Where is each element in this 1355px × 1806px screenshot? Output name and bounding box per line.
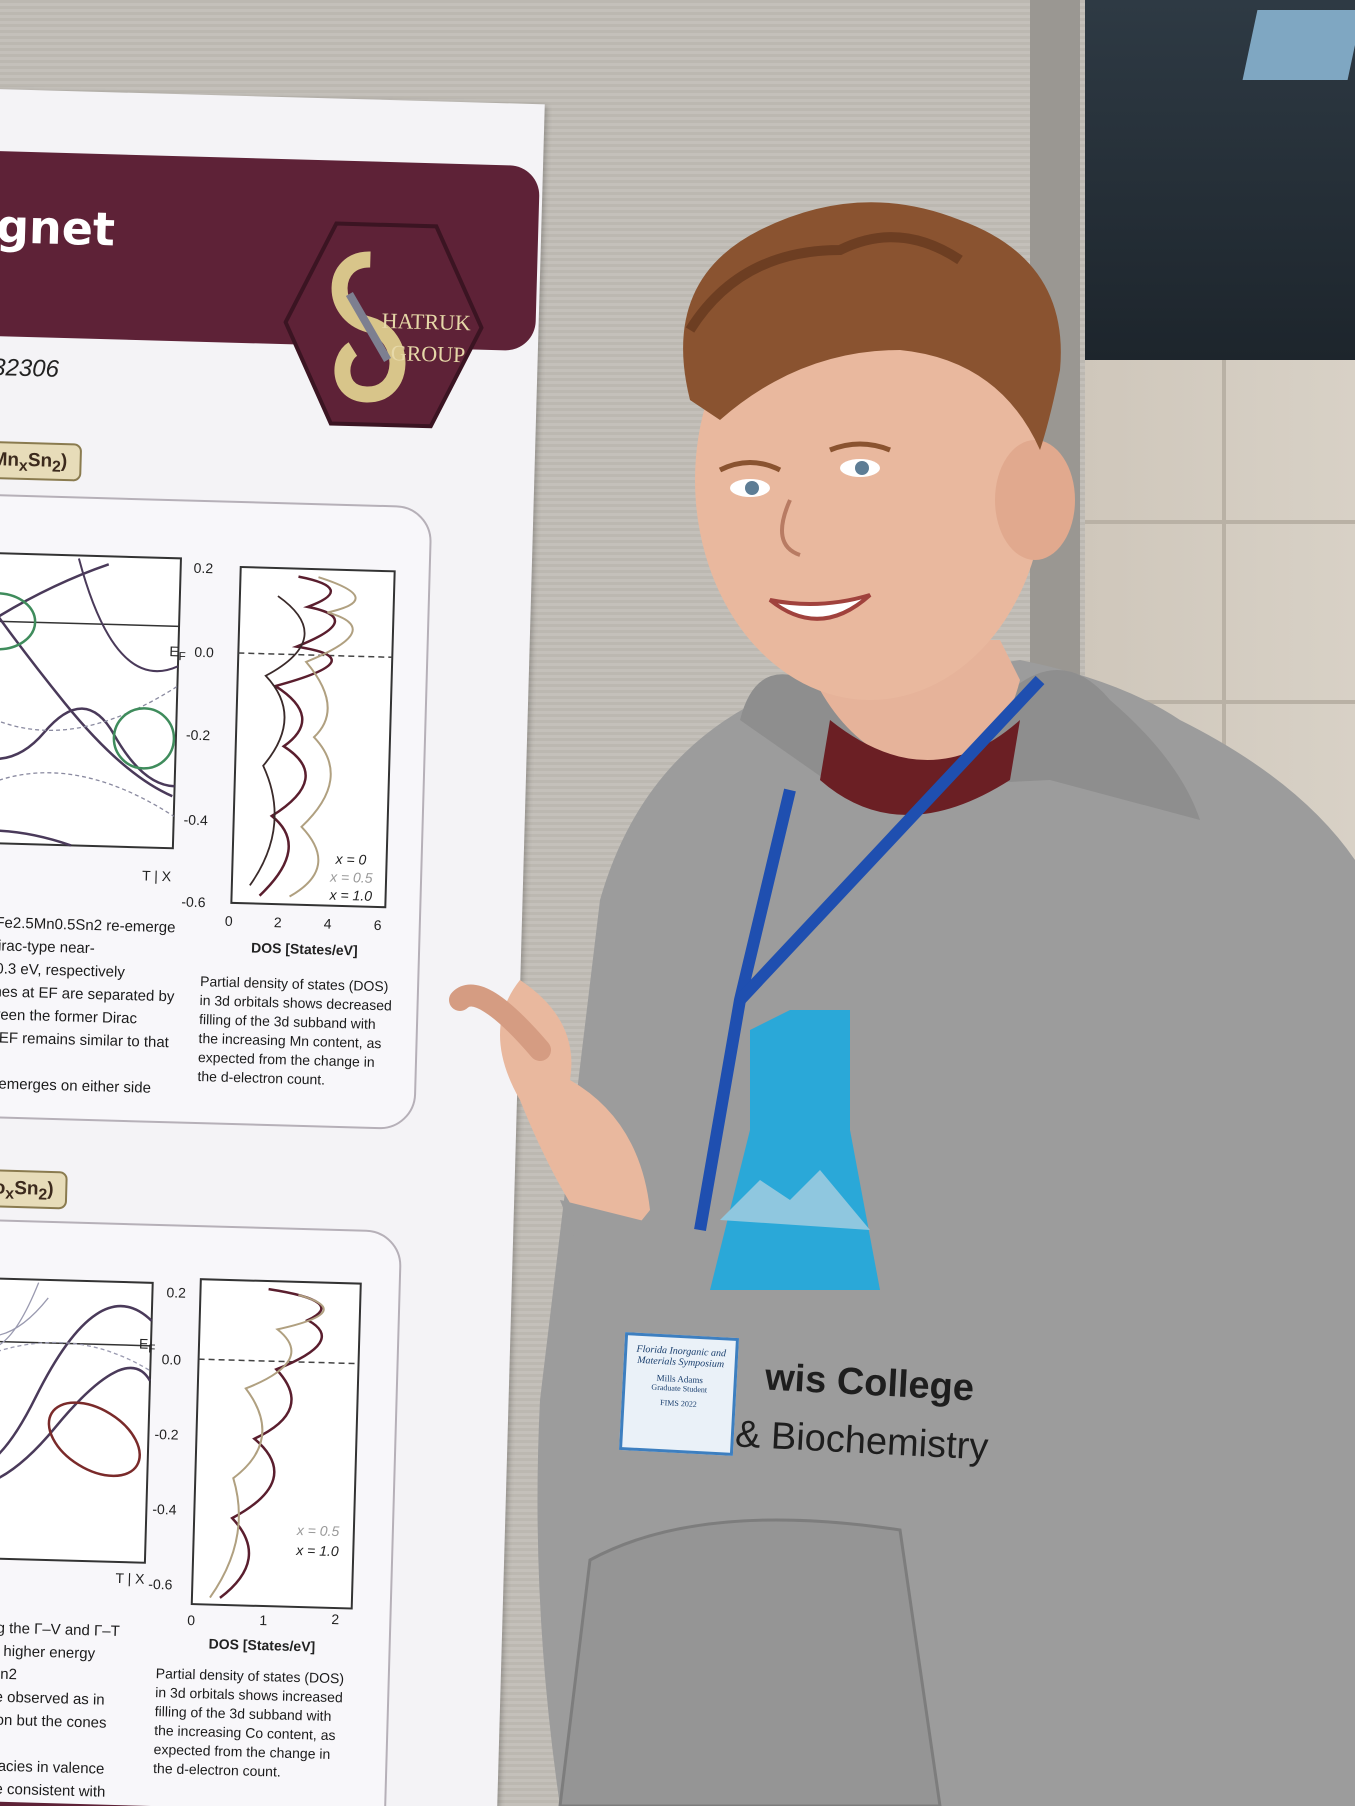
name-badge: Florida Inorganic and Materials Symposiu… — [618, 1332, 740, 1456]
logo-text-line2: GROUP — [390, 340, 465, 367]
section-tag-co: xCoxSn2) — [0, 1167, 69, 1210]
results-panel-mn: Γ T | X 0.2 0.0 EF -0.2 -0.4 -0.6 x = 0 … — [0, 492, 433, 1131]
section-tag-mn: MnxSn2) — [0, 439, 82, 482]
legend-x10: x = 1.0 — [296, 1541, 339, 1560]
y-tick: -0.6 — [148, 1575, 173, 1593]
x-axis-label: DOS [States/eV] — [250, 939, 358, 959]
poster-title-fragment: gnet — [0, 199, 116, 257]
ceiling-light — [1242, 10, 1355, 80]
dos-plot-co — [190, 1278, 362, 1610]
legend-x05: x = 0.5 — [296, 1521, 340, 1540]
person-figure — [449, 202, 1355, 1806]
x-tick: 1 — [259, 1611, 268, 1629]
y-tick: 0.2 — [193, 559, 214, 577]
band-structure-plot-mn — [0, 550, 182, 850]
x-tick: 4 — [323, 915, 332, 932]
results-panel-co: Γ T | X 0.2 0.0 EF -0.2 -0.4 -0.6 x = 0.… — [0, 1217, 403, 1806]
research-poster: gnet HATRUK GROUP 32306 MnxSn2) — [0, 88, 545, 1806]
y-tick: -0.2 — [185, 726, 211, 744]
x-axis-label: DOS [States/eV] — [208, 1635, 316, 1655]
band-label-tx: T | X — [141, 867, 172, 885]
band-label-tx: T | X — [115, 1569, 145, 1587]
band-structure-plot-co — [0, 1275, 154, 1564]
legend-x10: x = 1.0 — [329, 886, 373, 904]
y-tick: -0.4 — [152, 1500, 177, 1518]
y-tick: 0.2 — [166, 1284, 187, 1301]
y-tick: -0.2 — [154, 1425, 179, 1443]
wall-tile-line — [1222, 360, 1226, 920]
wall-tile-line — [1085, 520, 1355, 524]
affiliation-text: 32306 — [0, 354, 60, 383]
legend-x05: x = 0.5 — [329, 868, 373, 886]
y-tick: -0.4 — [183, 811, 209, 829]
y-tick: 0.0 — [194, 643, 215, 661]
caption-co: Partial density of states (DOS) in 3d orb… — [152, 1665, 345, 1780]
bullets-co: ned along the Γ–V and Γ–T shifted to hig… — [0, 1618, 121, 1806]
x-tick: 0 — [187, 1611, 196, 1629]
y-tick: 0.0 — [161, 1351, 182, 1368]
shatruk-group-logo: HATRUK GROUP — [283, 221, 484, 429]
dos-plot-mn — [230, 565, 396, 909]
logo-text-line1: HATRUK — [381, 308, 471, 335]
x-tick: 0 — [224, 912, 233, 929]
wall-tile-line — [1085, 700, 1355, 704]
x-tick: 2 — [273, 914, 282, 931]
x-tick: 6 — [373, 916, 382, 934]
y-tick: -0.6 — [181, 893, 206, 911]
ef-label: EF — [138, 1335, 156, 1356]
legend-x0: x = 0 — [335, 850, 367, 868]
ef-label: EF — [169, 643, 186, 664]
bullets-mn: en in Fe2.5Mn0.5Sn2 re-emergeand Dirac-t… — [0, 913, 176, 1097]
x-tick: 2 — [331, 1610, 340, 1628]
caption-mn: Partial density of states (DOS) in 3d orb… — [197, 973, 393, 1088]
